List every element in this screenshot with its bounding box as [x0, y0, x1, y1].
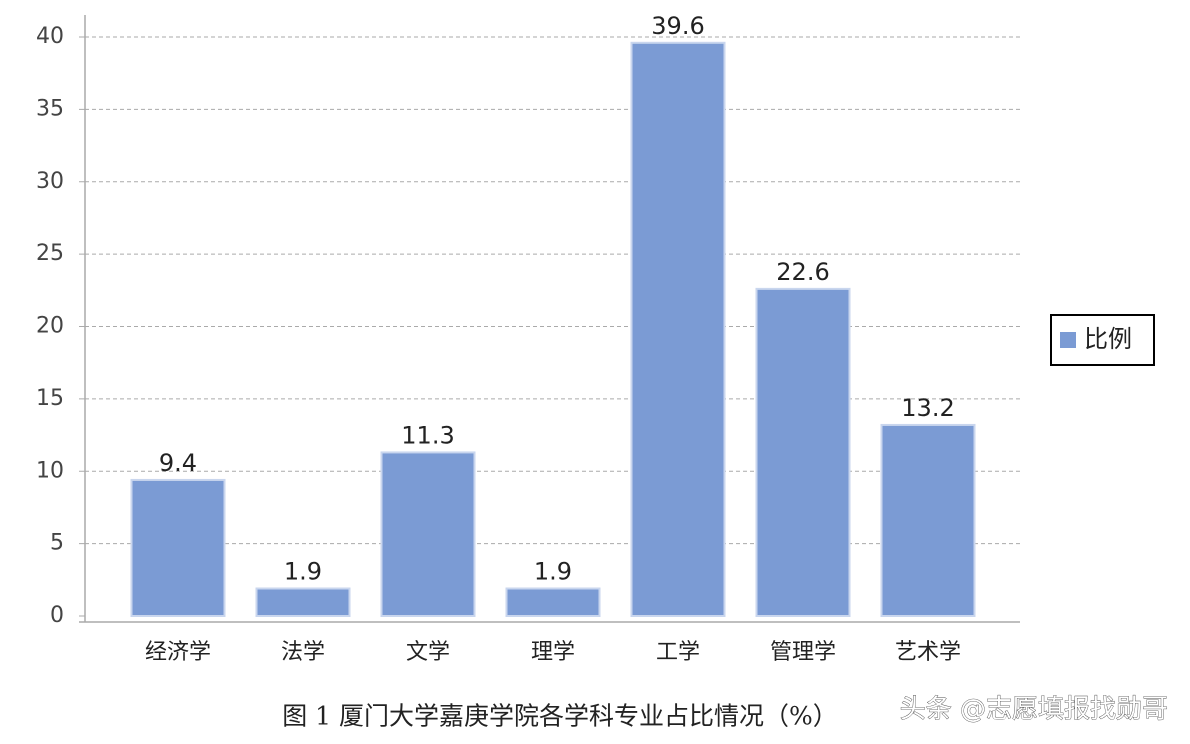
- y-tick-label: 35: [36, 96, 64, 121]
- legend-label: 比例: [1084, 325, 1132, 353]
- data-label: 1.9: [534, 557, 572, 585]
- legend-swatch: [1060, 332, 1076, 348]
- bar: [880, 423, 976, 617]
- data-label: 9.4: [159, 449, 197, 477]
- bar: [630, 41, 726, 618]
- y-tick-label: 30: [36, 169, 64, 194]
- y-tick-label: 10: [36, 458, 64, 483]
- data-label: 39.6: [651, 12, 704, 40]
- watermark: 头条 @志愿填报找勋哥: [900, 695, 1168, 725]
- bar: [380, 451, 476, 617]
- y-tick-label: 40: [36, 24, 64, 49]
- y-tick-label: 0: [50, 603, 64, 628]
- bar: [255, 587, 351, 617]
- bar: [505, 587, 601, 617]
- x-tick-label: 工学: [656, 640, 700, 665]
- data-label: 1.9: [284, 557, 322, 585]
- x-tick-label: 文学: [406, 640, 450, 665]
- bar: [755, 287, 851, 617]
- data-label: 11.3: [401, 421, 454, 449]
- x-tick-label: 法学: [281, 640, 325, 665]
- y-tick-label: 25: [36, 241, 64, 266]
- x-tick-label: 艺术学: [895, 640, 961, 665]
- data-label: 13.2: [901, 394, 954, 422]
- bar: [130, 478, 226, 617]
- caption: 图 1 厦门大学嘉庚学院各学科专业占比情况（%）: [282, 702, 838, 731]
- x-tick-label: 管理学: [770, 640, 836, 665]
- y-tick-label: 20: [36, 314, 64, 339]
- y-tick-label: 15: [36, 386, 64, 411]
- x-tick-label: 经济学: [145, 640, 211, 665]
- y-tick-label: 5: [50, 531, 64, 556]
- x-tick-label: 理学: [531, 640, 575, 665]
- data-label: 22.6: [776, 258, 829, 286]
